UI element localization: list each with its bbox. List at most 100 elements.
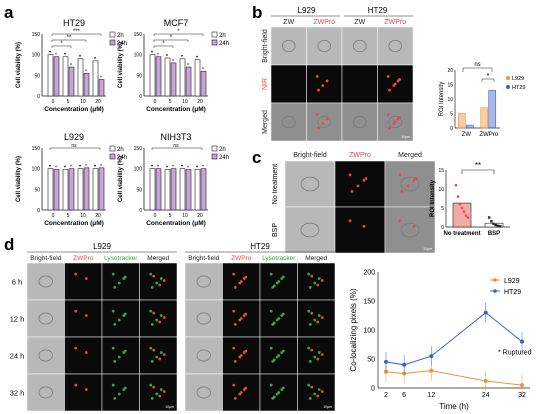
bar-24h xyxy=(185,66,192,97)
fluorescence-spot xyxy=(149,346,153,350)
bar-2h xyxy=(77,168,84,211)
micrograph-tile xyxy=(184,262,223,301)
y-tick-label: 50 xyxy=(34,187,40,193)
y-tick-label: 0 xyxy=(139,208,142,214)
fluorescence-spot xyxy=(158,320,162,324)
fluorescence-spot xyxy=(348,173,352,177)
fluorescence-spot xyxy=(277,317,281,320)
scale-bar-label: 10μm xyxy=(423,247,432,251)
data-point xyxy=(79,164,81,167)
fluorescence-spot xyxy=(159,351,163,354)
data-point xyxy=(94,56,96,59)
fluorescence-spot xyxy=(152,274,156,278)
row-label: 24 h xyxy=(10,352,25,361)
cell-outline xyxy=(38,312,53,325)
y-tick-label: 5 xyxy=(441,206,444,212)
y-tick-label: 0 xyxy=(371,386,375,393)
micrograph-tile xyxy=(64,299,103,338)
fluorescence-spot xyxy=(317,351,321,354)
micrograph-tile xyxy=(101,336,140,375)
significance-bracket xyxy=(153,39,189,42)
fluorescence-spot xyxy=(150,360,154,363)
fluorescence-spot xyxy=(317,126,320,130)
fluorescence-spot xyxy=(117,392,121,396)
data-point xyxy=(464,214,468,217)
fluorescence-spot xyxy=(388,88,391,92)
y-tick-label: 200 xyxy=(363,270,375,277)
series-line-l929 xyxy=(385,370,523,386)
legend-label-l929: L929 xyxy=(504,278,520,285)
fluorescence-spot xyxy=(269,346,273,350)
micrograph-tile xyxy=(101,299,140,338)
fluorescence-spot xyxy=(313,318,317,322)
fluorescence-spot xyxy=(84,388,88,391)
panel-c-microscopy: Bright-field ZWPro Merged No treatment BSP 10… xyxy=(272,152,436,254)
fluorescence-spot xyxy=(123,312,127,316)
data-point-ht29 xyxy=(384,359,388,364)
x-tick-label: 2 xyxy=(384,392,388,399)
y-tick-label: 100 xyxy=(363,328,375,335)
data-point xyxy=(187,63,189,65)
cell-outline xyxy=(300,176,320,192)
x-axis-label: Time (h) xyxy=(439,402,469,411)
column-label: ZW xyxy=(283,19,294,26)
fluorescence-spot xyxy=(281,312,285,316)
y-axis-label: Cell viability (%) xyxy=(16,156,22,202)
significance-mark: * xyxy=(170,35,173,41)
legend-label-24h: 24h xyxy=(219,41,229,47)
micrograph-tile xyxy=(139,336,178,375)
fluorescence-spot xyxy=(272,395,276,399)
x-tick-label: 20 xyxy=(95,213,101,219)
column-label: Bright-field xyxy=(293,152,327,159)
group-label-l929: L929 xyxy=(298,6,316,15)
x-tick-label: 0 xyxy=(154,99,157,105)
micrograph-tile xyxy=(139,299,178,338)
fluorescence-spot xyxy=(232,272,236,276)
data-point xyxy=(85,163,87,166)
significance-bracket xyxy=(151,147,203,150)
micrograph-tile xyxy=(270,102,307,142)
y-axis-label: Cell viability (%) xyxy=(118,42,124,88)
column-label: Bright-field xyxy=(30,255,61,262)
panel-d-microscopy: L929 HT29 Bright-field ZWPro Lysotracker Merg… xyxy=(10,242,336,412)
fluorescence-spot xyxy=(111,309,115,313)
fluorescence-spot xyxy=(356,184,360,188)
fluorescence-spot xyxy=(281,349,285,353)
cell-outline xyxy=(38,275,53,288)
y-tick-label: 150 xyxy=(32,146,41,152)
x-axis-label: Concentration (μM) xyxy=(44,220,104,227)
data-point-ht29 xyxy=(483,310,488,315)
micrograph-tile xyxy=(64,262,103,301)
scale-bar-label: 10μm xyxy=(165,405,174,409)
y-tick-label: 100 xyxy=(134,53,143,59)
fluorescence-spot xyxy=(398,173,402,177)
data-point xyxy=(100,75,102,78)
bar-24h xyxy=(170,62,177,97)
x-tick-label: ZWPro xyxy=(479,132,498,138)
y-tick-label: 0 xyxy=(37,94,40,100)
data-point xyxy=(166,165,168,168)
fluorescence-spot xyxy=(232,309,236,313)
fluorescence-spot xyxy=(158,357,162,361)
bar-2h xyxy=(92,168,99,211)
column-label: ZWPro xyxy=(231,255,252,262)
bar-24h xyxy=(170,168,177,211)
fluorescence-spot xyxy=(152,311,156,315)
micrograph-tile xyxy=(297,299,336,338)
significance-mark: ns xyxy=(71,143,77,149)
cell-outline xyxy=(38,349,53,362)
fluorescence-spot xyxy=(123,349,127,353)
column-label: Merged xyxy=(398,152,422,159)
legend-label-2h: 2h xyxy=(117,33,124,39)
bar-24h xyxy=(68,168,75,211)
chart-title: MCF7 xyxy=(164,18,189,28)
fluorescence-spot xyxy=(320,390,324,393)
y-tick-label: 0 xyxy=(37,208,40,214)
x-tick-label: 20 xyxy=(95,99,101,105)
bar-24h xyxy=(53,56,60,97)
bar-24h xyxy=(155,56,162,97)
data-point xyxy=(100,163,102,166)
legend-label-2h: 2h xyxy=(219,33,226,39)
y-tick-label: 15 xyxy=(447,83,453,89)
fluorescence-spot xyxy=(239,354,243,357)
